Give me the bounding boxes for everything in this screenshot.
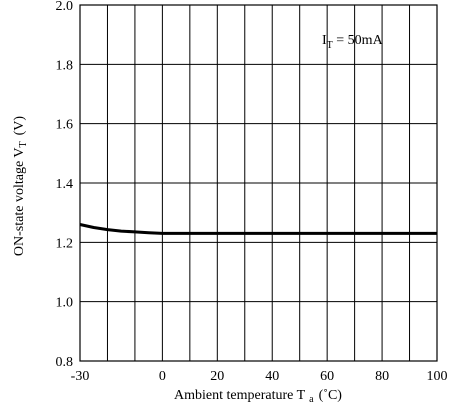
annotation-value: = 50mA (333, 33, 384, 48)
y-tick-label: 1.6 (56, 118, 74, 133)
plot-frame (79, 4, 438, 362)
annotation-symbol: I (322, 33, 327, 48)
y-tick-label: 1.8 (56, 58, 74, 73)
x-axis-label-subscript: a (309, 394, 314, 405)
y-tick-label: 1.4 (56, 177, 74, 192)
y-tick-label: 1.0 (56, 296, 74, 311)
x-tick-label: 0 (159, 369, 166, 384)
x-tick-label: 20 (210, 369, 224, 384)
y-axis-label: ON-state voltage VT (V) (12, 116, 29, 256)
curve-layer (79, 223, 437, 235)
x-tick-label: 100 (427, 369, 448, 384)
y-axis-label-text: ON-state voltage V (12, 147, 27, 256)
y-tick-label: 1.2 (56, 236, 74, 251)
x-tick-label: 40 (265, 369, 279, 384)
x-tick-label: -30 (71, 369, 90, 384)
y-tick-label: 0.8 (56, 355, 74, 370)
y-axis-label-subscript: T (18, 141, 29, 147)
y-tick-label: 2.0 (56, 0, 74, 14)
x-tick-label: 60 (320, 369, 334, 384)
x-axis-label-text: Ambient temperature T (174, 388, 306, 403)
x-tick-label: 80 (375, 369, 389, 384)
y-tick-labels: 0.8 1.0 1.2 1.4 1.6 1.8 2.0 (56, 0, 74, 370)
y-axis-label-unit: (V) (12, 116, 27, 136)
x-axis-label-unit: (˚C) (319, 388, 343, 403)
on-state-voltage-curve (79, 223, 437, 235)
x-tick-labels: -30 0 20 40 60 80 100 (71, 369, 448, 384)
current-annotation: IT = 50mA (322, 33, 384, 51)
annotation-subscript: T (327, 40, 333, 51)
grid (79, 4, 438, 362)
